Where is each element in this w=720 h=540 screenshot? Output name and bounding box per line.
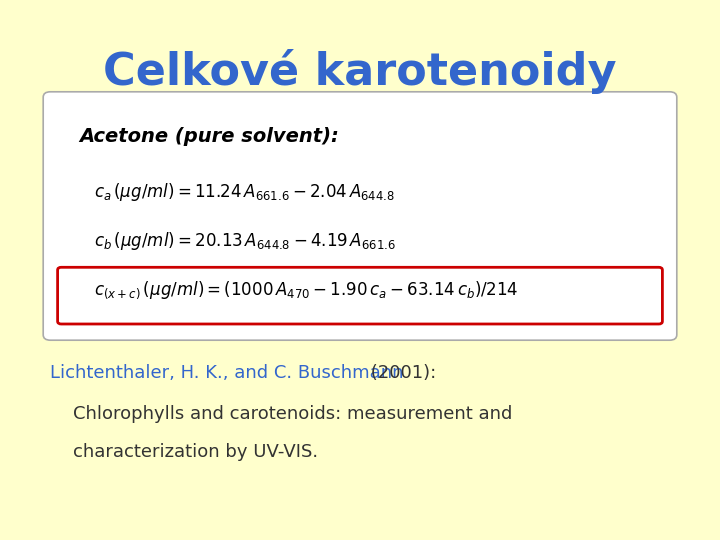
Text: Chlorophylls and carotenoids: measurement and: Chlorophylls and carotenoids: measuremen… (50, 405, 513, 423)
Text: $c_{a}\,(\mu g/ml) = 11.24\,A_{661.6} - 2.04\,A_{644.8}$: $c_{a}\,(\mu g/ml) = 11.24\,A_{661.6} - … (94, 181, 394, 203)
FancyBboxPatch shape (58, 267, 662, 324)
Text: Acetone (pure solvent):: Acetone (pure solvent): (79, 127, 339, 146)
Text: Lichtenthaler, H. K., and C. Buschmann: Lichtenthaler, H. K., and C. Buschmann (50, 364, 404, 382)
Text: Celkové karotenoidy: Celkové karotenoidy (103, 49, 617, 93)
Text: $c_{b}\,(\mu g/ml) = 20.13\,A_{644.8} - 4.19\,A_{661.6}$: $c_{b}\,(\mu g/ml) = 20.13\,A_{644.8} - … (94, 230, 395, 252)
Text: (2001):: (2001): (365, 364, 436, 382)
FancyBboxPatch shape (43, 92, 677, 340)
Text: $c_{(x+c)}\,(\mu g/ml) = \left(1000\,A_{470} - 1.90\,c_{a} - 63.14\,c_{b}\right): $c_{(x+c)}\,(\mu g/ml) = \left(1000\,A_{… (94, 280, 518, 301)
Text: characterization by UV-VIS.: characterization by UV-VIS. (50, 443, 318, 461)
